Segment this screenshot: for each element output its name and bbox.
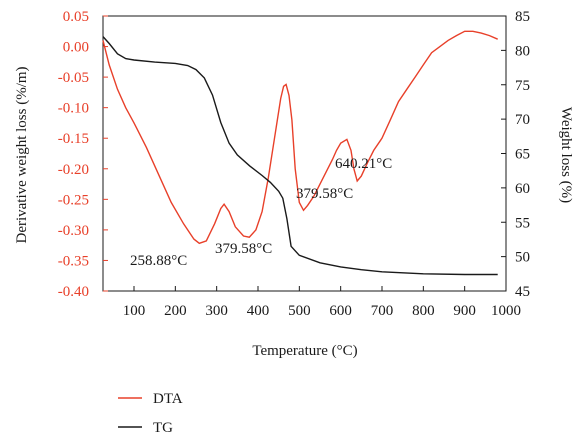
- left-tick-label: -0.20: [58, 162, 89, 178]
- left-tick-label: -0.15: [58, 131, 89, 147]
- left-tick-label: -0.30: [58, 223, 89, 239]
- x-tick-label: 700: [371, 303, 394, 319]
- x-tick-label: 200: [164, 303, 187, 319]
- left-tick-label: -0.10: [58, 101, 89, 117]
- x-tick-label: 900: [453, 303, 476, 319]
- x-axis-ticks: 100 200 300 400 500 600 700 800 900 1000: [123, 286, 521, 319]
- legend-tg-label: TG: [153, 420, 173, 436]
- left-tick-label: -0.25: [58, 192, 89, 208]
- x-axis-title: Temperature (°C): [252, 343, 357, 359]
- left-tick-label: 0.00: [63, 40, 89, 56]
- right-tick-label: 85: [515, 9, 530, 25]
- left-tick-label: -0.40: [58, 284, 89, 300]
- right-tick-label: 50: [515, 250, 530, 266]
- right-tick-label: 80: [515, 43, 530, 59]
- legend: DTA TG: [118, 391, 183, 436]
- legend-dta-label: DTA: [153, 391, 183, 407]
- plot-frame: [102, 15, 507, 292]
- x-tick-label: 500: [288, 303, 311, 319]
- left-tick-label: -0.05: [58, 70, 89, 86]
- annotation-peak-258: 258.88°C: [130, 253, 187, 269]
- right-axis-title: Weight loss (%): [558, 107, 574, 203]
- x-tick-label: 600: [329, 303, 352, 319]
- right-tick-label: 45: [515, 284, 530, 300]
- right-tick-label: 55: [515, 215, 530, 231]
- x-tick-label: 100: [123, 303, 146, 319]
- dta-series-line: [102, 30, 498, 245]
- left-axis-title: Derivative weight loss (%/m): [14, 66, 30, 243]
- right-tick-label: 65: [515, 147, 530, 163]
- right-axis-ticks: 85 80 75 70 65 60 55 50 45: [501, 9, 530, 300]
- left-tick-label: -0.35: [58, 253, 89, 269]
- right-tick-label: 70: [515, 112, 530, 128]
- tg-series-line: [102, 36, 498, 276]
- annotation-peak-379-lower: 379.58°C: [215, 241, 272, 257]
- x-tick-label: 1000: [491, 303, 521, 319]
- x-tick-label: 300: [205, 303, 228, 319]
- annotation-peak-640: 640.21°C: [335, 156, 392, 172]
- x-tick-label: 800: [412, 303, 435, 319]
- right-tick-label: 75: [515, 78, 530, 94]
- right-tick-label: 60: [515, 181, 530, 197]
- left-axis-ticks: 0.05 0.00 -0.05 -0.10 -0.15 -0.20 -0.25 -0.30 -0…: [58, 9, 108, 300]
- left-tick-label: 0.05: [63, 9, 89, 25]
- annotation-peak-379-upper: 379.58°C: [296, 186, 353, 202]
- x-tick-label: 400: [247, 303, 270, 319]
